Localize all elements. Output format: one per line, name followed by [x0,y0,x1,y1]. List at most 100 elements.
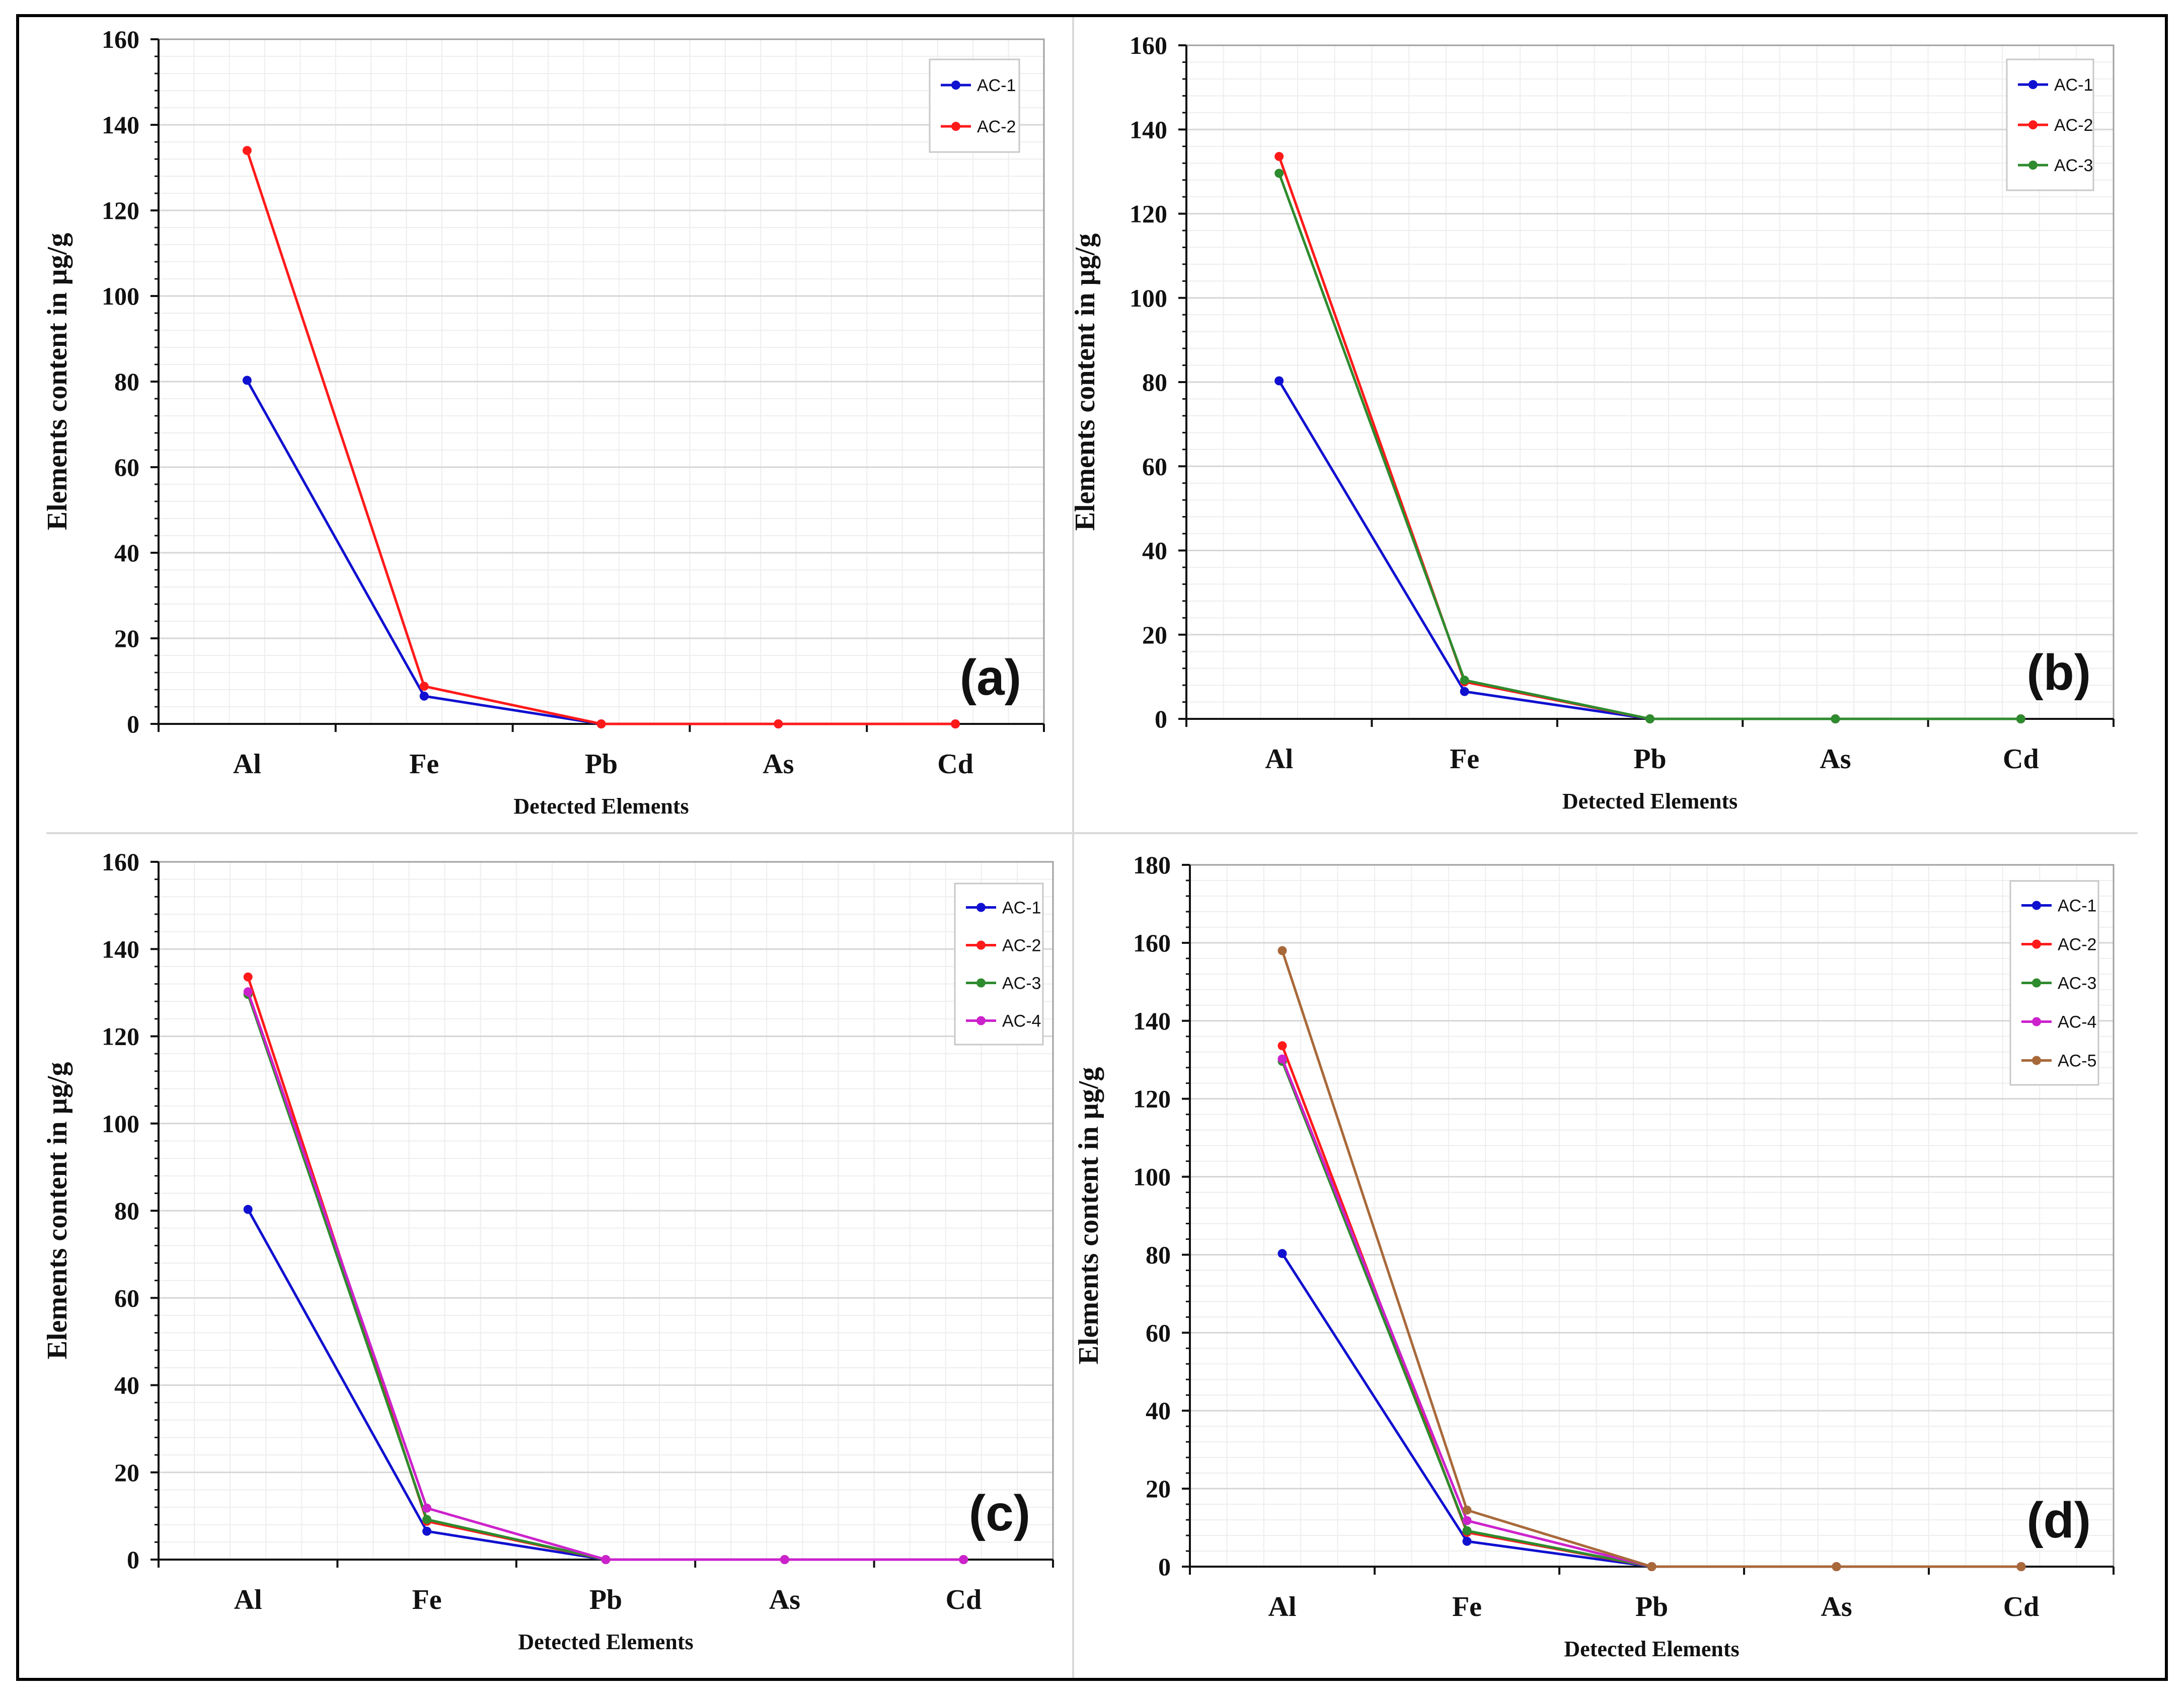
x-axis-title: Detected Elements [518,1630,693,1654]
legend-label: AC-2 [1002,936,1041,955]
x-axis-title: Detected Elements [513,794,689,819]
legend-marker [2028,80,2038,89]
data-point-ac-4 [959,1555,968,1564]
x-tick-label: Cd [2003,744,2039,775]
legend-label: AC-3 [2054,156,2093,175]
y-tick-label: 160 [1133,929,1171,957]
y-tick-label: 140 [1133,1007,1171,1035]
x-tick-label: Al [233,749,261,780]
x-tick-label: Fe [409,749,439,780]
y-tick-label: 80 [114,367,139,396]
figure: 0 20 40 60 80 100 120 140 160 Al Fe Pb As Cd Detected … [16,14,2168,1681]
y-tick-label: 60 [114,1284,139,1312]
data-point-ac-3 [1274,169,1284,178]
y-tick-label: 0 [127,1545,139,1574]
legend-marker [2028,161,2038,170]
legend-box [929,58,1020,153]
data-point-ac-3 [1645,714,1654,723]
data-point-ac-1 [1462,1536,1472,1546]
legend-label: AC-1 [2058,897,2096,916]
panel-label: (a) [960,649,1021,706]
legend-marker [2032,901,2041,910]
legend-marker [951,81,960,90]
x-axis-title: Detected Elements [1564,1637,1739,1661]
data-point-ac-3 [2016,714,2025,723]
x-tick-label: Al [234,1584,262,1615]
y-tick-label: 140 [102,935,139,963]
data-point-ac-2 [243,972,253,982]
data-point-ac-1 [1460,687,1469,696]
legend-label: AC-1 [977,76,1016,95]
panel-label: (d) [2026,1492,2091,1549]
legend-marker [2028,120,2038,129]
data-point-ac-2 [1274,152,1284,161]
y-tick-label: 160 [102,25,139,53]
x-tick-label: As [1821,1591,1852,1623]
x-tick-label: Cd [946,1584,982,1615]
y-axis-title: Elements content in µg/g [1070,234,1101,531]
legend-label: AC-1 [2054,76,2093,95]
y-tick-label: 160 [1129,31,1167,59]
x-tick-label: Cd [2003,1591,2040,1623]
y-tick-label: 80 [114,1197,139,1225]
legend-marker [976,1016,986,1025]
x-tick-label: Fe [412,1584,442,1615]
y-axis-title: Elements content in µg/g [1073,1067,1104,1365]
x-tick-label: As [769,1584,800,1615]
y-tick-label: 40 [1146,1396,1171,1425]
y-tick-label: 100 [102,1110,139,1138]
data-point-ac-2 [1277,1041,1287,1051]
data-point-ac-5 [2016,1562,2026,1571]
legend-label: AC-3 [2058,974,2096,993]
y-tick-label: 40 [114,539,139,567]
y-axis-title: Elements content in µg/g [42,1062,73,1360]
data-point-ac-4 [601,1555,611,1564]
legend-label: AC-2 [977,117,1016,136]
plot-area [1190,865,2114,1567]
legend-marker [976,940,986,950]
data-point-ac-5 [1462,1505,1472,1515]
y-tick-label: 100 [102,282,139,310]
x-tick-label: As [763,749,794,780]
data-point-ac-1 [1277,1249,1287,1259]
data-point-ac-4 [1277,1054,1287,1064]
y-tick-label: 180 [1133,851,1171,879]
y-tick-label: 100 [1133,1163,1171,1191]
y-tick-label: 0 [127,710,139,738]
y-tick-label: 60 [1142,452,1167,480]
y-tick-label: 60 [114,453,139,481]
legend-label: AC-1 [1002,899,1041,918]
legend-label: AC-4 [2058,1013,2096,1032]
y-tick-label: 80 [1146,1240,1171,1269]
y-tick-label: 40 [114,1371,139,1399]
data-point-ac-3 [1831,714,1840,723]
legend-label: AC-4 [1002,1012,1041,1031]
y-tick-label: 20 [1142,621,1167,649]
y-tick-label: 100 [1129,284,1167,312]
data-point-ac-2 [596,719,606,728]
y-tick-label: 0 [1158,1553,1171,1581]
data-point-ac-4 [1462,1516,1472,1525]
y-tick-label: 20 [114,1458,139,1487]
data-point-ac-3 [422,1515,432,1524]
legend-marker [2032,978,2041,988]
data-point-ac-1 [419,691,429,701]
chart-panel-b: 0 20 40 60 80 100 120 140 160 Al Fe Pb As Cd Detected … [1070,31,2115,814]
x-tick-label: Pb [1635,1591,1668,1623]
x-tick-label: As [1820,744,1851,775]
chart-panel-c: 0 20 40 60 80 100 120 140 160 Al Fe Pb As Cd Detected … [42,848,1054,1654]
x-axis-title: Detected Elements [1562,789,1738,814]
x-tick-label: Cd [937,749,973,780]
y-tick-label: 120 [102,196,139,225]
data-point-ac-5 [1832,1562,1841,1571]
legend-marker [976,903,986,912]
data-point-ac-1 [243,1205,253,1214]
data-point-ac-3 [1460,676,1469,685]
data-point-ac-1 [422,1526,432,1536]
y-tick-label: 140 [102,111,139,139]
y-tick-label: 120 [1129,200,1167,228]
data-point-ac-2 [951,719,960,728]
x-tick-label: Al [1268,1591,1297,1623]
chart-panel-a: 0 20 40 60 80 100 120 140 160 Al Fe Pb As Cd Detected … [42,25,1045,819]
x-tick-label: Pb [589,1584,622,1615]
